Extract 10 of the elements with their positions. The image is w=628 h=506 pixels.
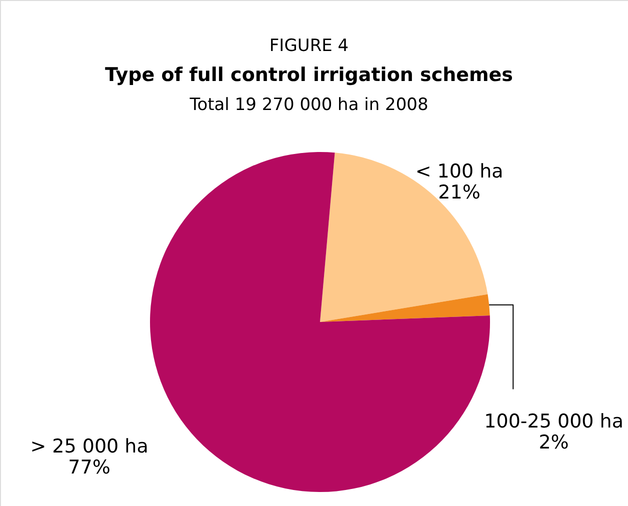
data-label: 2% (538, 431, 569, 454)
slice-label: 100-25 000 ha (484, 410, 624, 432)
data-label: 77% (68, 456, 110, 479)
caption: FIGURE 4 (269, 36, 349, 56)
pie-slice (320, 294, 490, 322)
slice-label: < 100 ha (415, 160, 504, 183)
chart-subtitle: Total 19 270 000 ha in 2008 (188, 95, 428, 115)
slice-label: > 25 000 ha (30, 436, 148, 458)
chart-title: Type of full control irrigation schemes (105, 64, 513, 86)
data-label: 21% (438, 182, 480, 204)
